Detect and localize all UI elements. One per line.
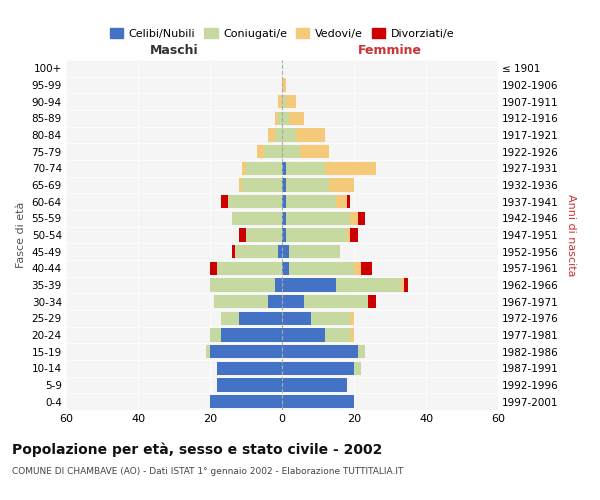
Bar <box>368 295 376 308</box>
Bar <box>210 395 282 408</box>
Bar <box>300 145 329 158</box>
Bar <box>232 245 235 258</box>
Bar <box>242 162 246 175</box>
Bar <box>296 128 325 141</box>
Bar <box>242 178 282 192</box>
Bar <box>282 245 289 258</box>
Bar <box>354 262 361 275</box>
Bar <box>239 228 246 241</box>
Bar <box>206 345 210 358</box>
Bar <box>347 195 350 208</box>
Bar <box>329 178 354 192</box>
Bar <box>282 95 286 108</box>
Bar <box>350 312 354 325</box>
Bar <box>286 95 296 108</box>
Bar <box>278 95 282 108</box>
Text: Popolazione per età, sesso e stato civile - 2002: Popolazione per età, sesso e stato civil… <box>12 442 382 457</box>
Bar <box>282 195 286 208</box>
Bar <box>354 362 361 375</box>
Bar <box>217 378 282 392</box>
Bar <box>350 328 354 342</box>
Bar <box>232 212 282 225</box>
Bar <box>221 312 239 325</box>
Bar <box>350 212 358 225</box>
Bar <box>268 128 275 141</box>
Bar <box>210 328 221 342</box>
Bar <box>282 228 286 241</box>
Bar <box>210 262 217 275</box>
Bar <box>239 178 242 192</box>
Text: Maschi: Maschi <box>149 44 199 57</box>
Bar <box>275 112 278 125</box>
Bar <box>275 128 282 141</box>
Bar <box>325 328 350 342</box>
Bar <box>282 312 311 325</box>
Y-axis label: Fasce di età: Fasce di età <box>16 202 26 268</box>
Bar <box>361 262 372 275</box>
Bar <box>286 228 347 241</box>
Bar <box>358 212 365 225</box>
Bar <box>228 195 282 208</box>
Bar <box>282 328 325 342</box>
Bar <box>289 112 304 125</box>
Bar <box>282 395 354 408</box>
Bar <box>289 262 354 275</box>
Bar <box>264 145 282 158</box>
Bar <box>286 195 336 208</box>
Bar <box>282 262 289 275</box>
Bar <box>282 362 354 375</box>
Bar <box>246 162 282 175</box>
Bar <box>282 295 304 308</box>
Bar <box>282 145 300 158</box>
Bar <box>336 278 401 291</box>
Bar <box>286 162 325 175</box>
Bar <box>278 112 282 125</box>
Text: COMUNE DI CHAMBAVE (AO) - Dati ISTAT 1° gennaio 2002 - Elaborazione TUTTITALIA.I: COMUNE DI CHAMBAVE (AO) - Dati ISTAT 1° … <box>12 468 403 476</box>
Bar <box>282 128 296 141</box>
Bar <box>235 245 278 258</box>
Bar <box>286 178 329 192</box>
Bar <box>282 278 336 291</box>
Bar <box>210 278 275 291</box>
Bar <box>257 145 264 158</box>
Bar <box>304 295 368 308</box>
Bar <box>268 295 282 308</box>
Bar <box>325 162 376 175</box>
Bar <box>239 312 282 325</box>
Bar <box>282 378 347 392</box>
Bar <box>282 162 286 175</box>
Bar <box>282 178 286 192</box>
Bar <box>221 328 282 342</box>
Bar <box>347 228 350 241</box>
Bar <box>311 312 350 325</box>
Bar <box>275 278 282 291</box>
Bar <box>246 228 282 241</box>
Bar <box>282 78 286 92</box>
Y-axis label: Anni di nascita: Anni di nascita <box>566 194 575 276</box>
Bar <box>214 295 268 308</box>
Bar <box>401 278 404 291</box>
Bar <box>278 245 282 258</box>
Bar <box>336 195 347 208</box>
Bar <box>282 212 286 225</box>
Bar <box>210 345 282 358</box>
Legend: Celibi/Nubili, Coniugati/e, Vedovi/e, Divorziati/e: Celibi/Nubili, Coniugati/e, Vedovi/e, Di… <box>106 24 458 43</box>
Bar <box>217 362 282 375</box>
Text: Femmine: Femmine <box>358 44 422 57</box>
Bar <box>282 112 289 125</box>
Bar <box>404 278 408 291</box>
Bar <box>217 262 282 275</box>
Bar <box>282 345 358 358</box>
Bar <box>350 228 358 241</box>
Bar <box>286 212 350 225</box>
Bar <box>289 245 340 258</box>
Bar <box>221 195 228 208</box>
Bar <box>358 345 365 358</box>
